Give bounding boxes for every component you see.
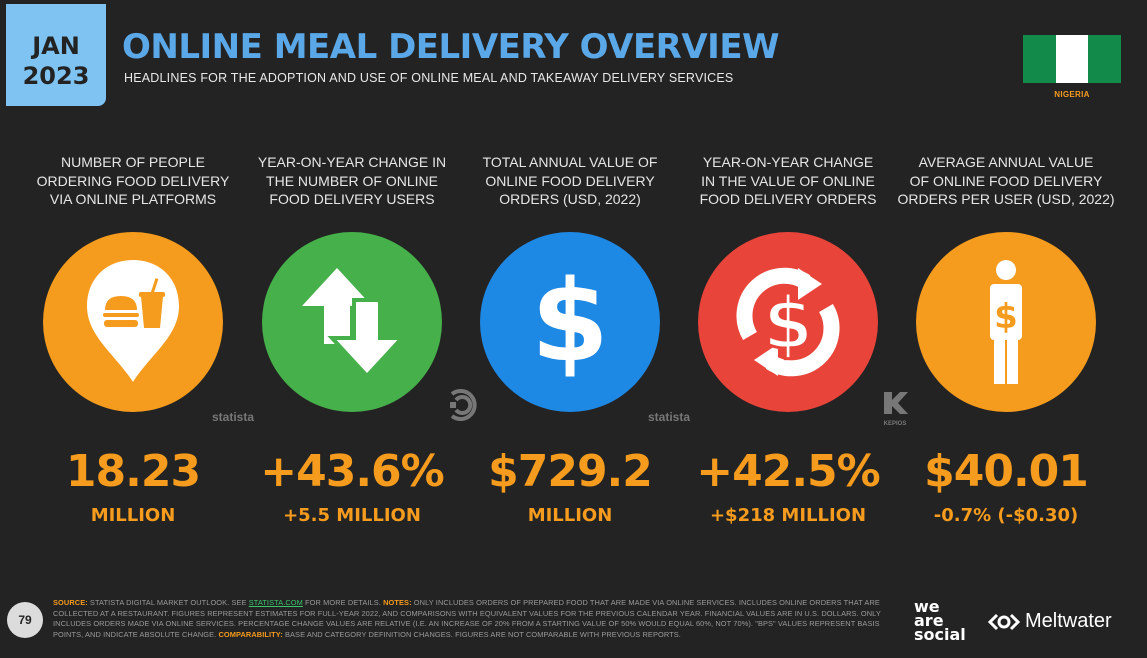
person-dollar-icon: $: [916, 232, 1096, 412]
food-location-pin-icon: [43, 232, 223, 412]
svg-text:$: $: [531, 257, 609, 387]
page-subtitle: HEADLINES FOR THE ADOPTION AND USE OF ON…: [124, 71, 734, 85]
svg-text:$: $: [994, 297, 1018, 337]
meltwater-mark-icon: [987, 613, 1021, 630]
stat-label: YEAR-ON-YEAR CHANGE IN THE NUMBER OF ONLI…: [257, 154, 447, 207]
meltwater-text: Meltwater: [1025, 610, 1112, 632]
badge-month: JAN: [32, 32, 80, 60]
stat-sub: +$218 MILLION: [709, 505, 867, 526]
country-label: NIGERIA: [1054, 90, 1090, 99]
stat-value: $729.2: [488, 446, 653, 497]
stat-label: AVERAGE ANNUAL VALUE OF ONLINE FOOD DELIV…: [897, 154, 1115, 207]
statista-logo: statista: [648, 410, 691, 424]
kepios-label: KEPIOS: [883, 421, 907, 427]
stat-sub: MILLION: [527, 505, 613, 526]
dollar-cycle-icon: $: [698, 232, 878, 412]
stat-label: NUMBER OF PEOPLE ORDERING FOOD DELIVERY VI…: [36, 154, 230, 207]
nigeria-flag-icon: [1023, 35, 1122, 83]
date-badge: JAN 2023: [6, 4, 106, 106]
up-down-arrows-icon: [262, 232, 442, 412]
stat-label: YEAR-ON-YEAR CHANGE IN THE VALUE OF ONLIN…: [699, 154, 877, 207]
stat-value: $40.01: [924, 446, 1089, 497]
stat-sub: MILLION: [90, 505, 176, 526]
page-number: 79: [7, 602, 43, 638]
statista-link[interactable]: STATISTA.COM: [248, 598, 303, 607]
kepios-logo: KEPIOS: [880, 390, 910, 427]
meltwater-logo: Meltwater: [987, 610, 1112, 633]
we-are-social-logo: we are social: [914, 597, 966, 644]
stat-sub: -0.7% (-$0.30): [933, 505, 1079, 526]
badge-year: 2023: [22, 62, 90, 90]
stat-value: 18.23: [65, 446, 201, 497]
svg-text:$: $: [763, 281, 813, 365]
kepios-logo-icon: [884, 392, 908, 414]
stat-value: +43.6%: [260, 446, 445, 497]
statista-logo: statista: [212, 410, 255, 424]
dollar-sign-icon: $: [480, 232, 660, 412]
stat-label: TOTAL ANNUAL VALUE OF ONLINE FOOD DELIVER…: [482, 154, 658, 207]
page-title: ONLINE MEAL DELIVERY OVERVIEW: [122, 27, 780, 67]
footer-notes: SOURCE: STATISTA DIGITAL MARKET OUTLOOK.…: [53, 598, 881, 639]
datareportal-logo-icon: [450, 389, 477, 421]
stat-value: +42.5%: [696, 446, 881, 497]
stat-sub: +5.5 MILLION: [283, 505, 421, 526]
